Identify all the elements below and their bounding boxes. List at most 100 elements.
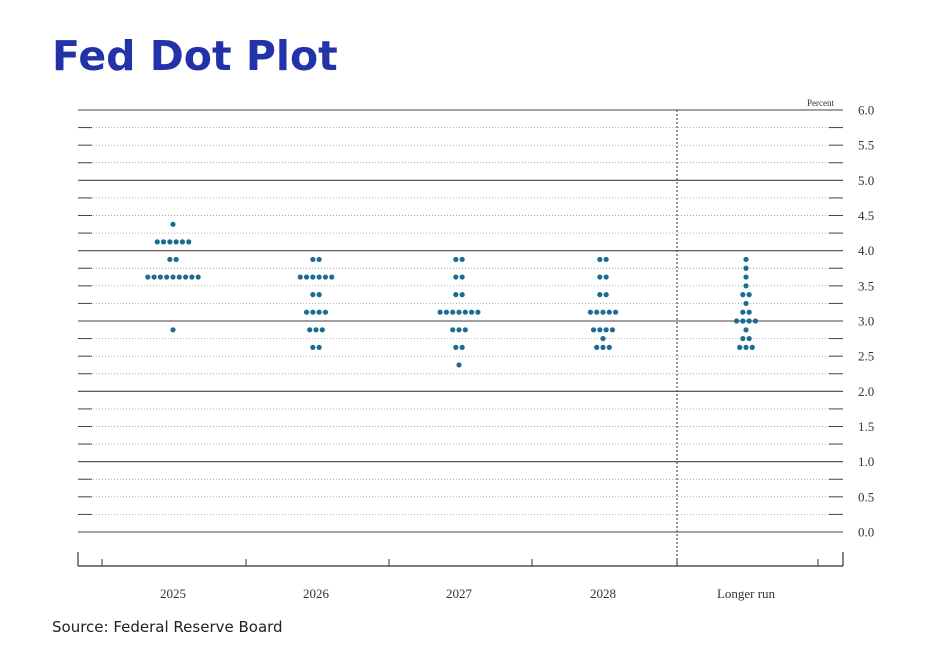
dot-2025 xyxy=(176,274,182,280)
y-tick-label: 4.5 xyxy=(858,208,874,223)
dot-longer-run xyxy=(740,309,746,315)
dot-2027 xyxy=(443,309,449,315)
dot-2025 xyxy=(160,239,167,245)
dot-longer-run xyxy=(746,292,752,298)
dot-2028 xyxy=(609,327,616,333)
dot-2027 xyxy=(462,309,468,315)
dot-2025 xyxy=(145,274,151,280)
dot-2027 xyxy=(469,309,475,315)
dot-2025 xyxy=(183,274,189,280)
y-tick-label: 2.0 xyxy=(858,384,874,399)
dot-2027 xyxy=(459,344,465,350)
dot-2028 xyxy=(600,335,606,342)
dot-2026 xyxy=(316,292,322,298)
dot-2025 xyxy=(167,256,173,263)
dot-2028 xyxy=(603,327,609,333)
unit-label: Percent xyxy=(807,98,834,108)
dot-2028 xyxy=(603,274,609,280)
dot-longer-run xyxy=(743,327,749,333)
dot-2028 xyxy=(603,292,609,298)
dot-2026 xyxy=(316,256,322,263)
dot-2027 xyxy=(462,327,468,333)
dot-2028 xyxy=(606,309,612,315)
dot-longer-run xyxy=(743,274,749,280)
dot-2026 xyxy=(310,309,316,315)
dot-2027 xyxy=(450,309,456,315)
dot-2028 xyxy=(590,327,597,333)
dot-2027 xyxy=(453,292,459,298)
dots xyxy=(145,221,759,368)
y-tick-label: 2.5 xyxy=(858,349,874,364)
dot-2028 xyxy=(597,292,603,298)
y-tick-label: 0.5 xyxy=(858,489,874,504)
dot-longer-run xyxy=(740,292,746,298)
dot-2025 xyxy=(189,274,195,280)
dot-2028 xyxy=(597,327,603,333)
dot-longer-run xyxy=(746,335,752,342)
dot-2028 xyxy=(587,309,594,315)
dot-2026 xyxy=(297,274,303,280)
dot-longer-run xyxy=(746,318,752,324)
dot-2026 xyxy=(310,256,316,263)
dot-2026 xyxy=(316,309,322,315)
dot-2027 xyxy=(459,292,465,298)
dot-2028 xyxy=(603,256,609,263)
dot-longer-run xyxy=(743,344,749,350)
source-note: Source: Federal Reserve Board xyxy=(52,618,283,636)
dot-2026 xyxy=(322,274,329,280)
dot-2028 xyxy=(594,344,600,350)
dot-2025 xyxy=(195,274,201,280)
y-tick-label: 3.5 xyxy=(858,278,874,293)
dot-longer-run xyxy=(743,283,749,289)
dot-2025 xyxy=(151,274,157,280)
dot-2025 xyxy=(170,274,176,280)
dot-longer-run xyxy=(743,256,749,263)
dot-2027 xyxy=(456,327,462,333)
dot-2026 xyxy=(310,344,316,350)
category-label: 2026 xyxy=(303,586,330,601)
category-labels: 2025 2026 2027 2028 Longer run xyxy=(160,586,776,601)
dot-2025 xyxy=(154,239,160,245)
dot-2025 xyxy=(157,274,163,280)
dot-longer-run xyxy=(733,318,740,324)
y-tick-label: 6.0 xyxy=(858,103,874,118)
category-label: 2027 xyxy=(446,586,473,601)
dot-2025 xyxy=(186,239,192,245)
dot-2027 xyxy=(437,309,443,315)
dot-2027 xyxy=(456,362,462,368)
dot-2025 xyxy=(173,256,179,263)
dot-longer-run xyxy=(746,309,752,315)
dot-2026 xyxy=(313,327,319,333)
dot-2026 xyxy=(316,274,322,280)
dot-longer-run xyxy=(743,300,749,307)
dot-2026 xyxy=(310,292,316,298)
y-tick-label: 5.5 xyxy=(858,138,874,153)
dot-2026 xyxy=(319,327,325,333)
dot-2028 xyxy=(600,344,606,350)
dot-2027 xyxy=(475,309,481,315)
dot-longer-run xyxy=(740,335,746,342)
dot-2026 xyxy=(307,327,313,333)
dot-longer-run xyxy=(743,265,749,271)
y-tick-label: 0.0 xyxy=(858,525,874,540)
dot-2025 xyxy=(173,239,179,245)
y-tick-label: 1.0 xyxy=(858,454,874,469)
dot-2025 xyxy=(164,274,170,280)
dot-2026 xyxy=(303,274,310,280)
y-tick-label: 4.0 xyxy=(858,243,874,258)
dot-2026 xyxy=(316,344,322,350)
category-label: Longer run xyxy=(717,586,776,601)
dot-2028 xyxy=(600,309,606,315)
dot-2026 xyxy=(303,309,310,315)
dot-2027 xyxy=(453,344,459,350)
dot-2028 xyxy=(597,256,603,263)
dot-2026 xyxy=(322,309,329,315)
dot-2027 xyxy=(459,256,465,263)
dot-2027 xyxy=(459,274,465,280)
dot-2027 xyxy=(450,327,456,333)
y-tick-label: 5.0 xyxy=(858,173,874,188)
dot-2027 xyxy=(456,309,462,315)
x-axis xyxy=(77,552,844,567)
page-title: Fed Dot Plot xyxy=(52,32,338,80)
